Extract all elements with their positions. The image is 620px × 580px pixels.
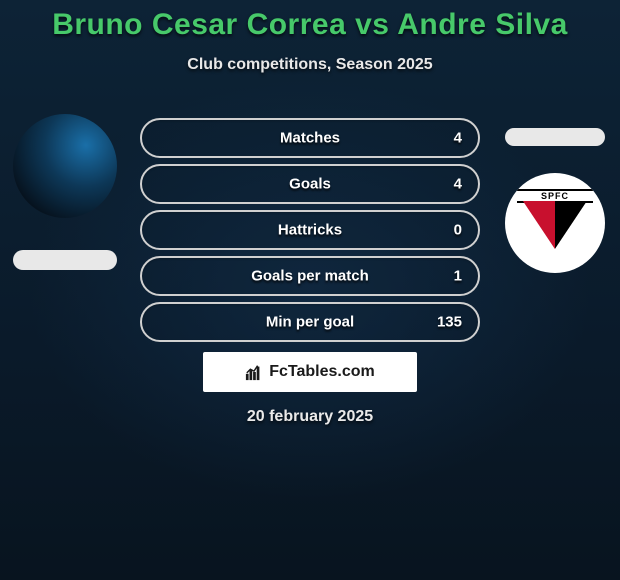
- left-player-panel: [5, 118, 125, 270]
- chart-icon: [245, 363, 263, 381]
- stat-label: Hattricks: [278, 222, 342, 239]
- stat-row-hattricks: Hattricks 0: [140, 210, 480, 250]
- player1-avatar: [13, 114, 117, 218]
- stat-row-gpm: Goals per match 1: [140, 256, 480, 296]
- stat-label: Goals: [289, 176, 331, 193]
- stat-row-mpg: Min per goal 135: [140, 302, 480, 342]
- stat-value-right: 4: [454, 130, 462, 147]
- stat-row-goals: Goals 4: [140, 164, 480, 204]
- stat-value-right: 1: [454, 268, 462, 285]
- stat-value-right: 4: [454, 176, 462, 193]
- player2-country-pill: [505, 128, 605, 146]
- title-vs: vs: [355, 8, 389, 41]
- player1-country-pill: [13, 250, 117, 270]
- page-title: Bruno Cesar Correa vs Andre Silva: [0, 0, 620, 42]
- branding-text: FcTables.com: [269, 363, 375, 381]
- stat-label: Matches: [280, 130, 340, 147]
- branding-box: FcTables.com: [203, 352, 417, 392]
- subtitle: Club competitions, Season 2025: [0, 56, 620, 74]
- comparison-card: Bruno Cesar Correa vs Andre Silva Club c…: [0, 0, 620, 580]
- stat-value-right: 0: [454, 222, 462, 239]
- stat-label: Goals per match: [251, 268, 369, 285]
- club-badge-triangle-red-dup: [523, 201, 555, 249]
- stats-column: Matches 4 Goals 4 Hattricks 0 Goals per …: [140, 118, 480, 426]
- player2-club-badge: SPFC: [505, 173, 605, 273]
- date: 20 february 2025: [140, 408, 480, 426]
- stat-row-matches: Matches 4: [140, 118, 480, 158]
- right-player-panel: SPFC: [495, 118, 615, 273]
- title-player2: Andre Silva: [397, 8, 568, 41]
- stat-label: Min per goal: [266, 314, 354, 331]
- stat-value-right: 135: [437, 314, 462, 331]
- title-player1: Bruno Cesar Correa: [52, 8, 346, 41]
